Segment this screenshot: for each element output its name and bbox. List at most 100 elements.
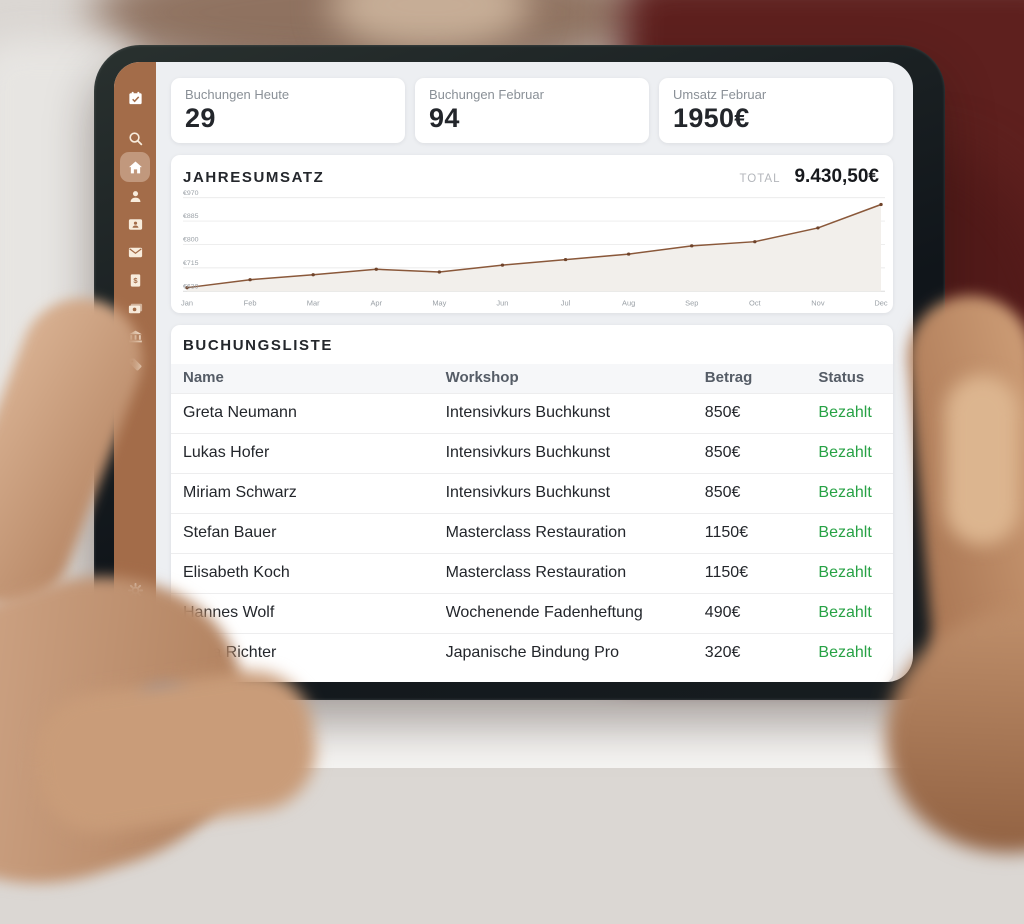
cell-betrag: 490€ [704,593,819,634]
cell-betrag: 850€ [704,433,819,474]
stat-value: 94 [429,103,460,133]
sidebar-item-search[interactable] [120,124,150,152]
table-header-row: Name Workshop Betrag Status [171,364,893,394]
stat-value: 29 [185,103,216,133]
bookings-table: Name Workshop Betrag Status Greta Neuman… [171,364,893,673]
chart-total-value: 9.430,50€ [794,166,879,187]
svg-text:€800: €800 [183,237,199,244]
cell-name: Miriam Schwarz [171,473,446,514]
svg-text:Dec: Dec [874,299,888,308]
cell-workshop: Masterclass Restauration [445,513,705,554]
status-badge: Bezahlt [818,444,872,461]
cell-workshop: Wochenende Fadenheftung [445,593,705,634]
stats-row: Buchungen Heute 29 Buchungen Februar 94 … [171,78,893,143]
svg-text:Jun: Jun [496,299,508,308]
svg-text:Aug: Aug [622,299,635,308]
cell-betrag: 1150€ [704,513,819,554]
cell-status: Bezahlt [818,633,893,673]
invoices-icon: $ [127,272,144,289]
status-badge: Bezahlt [818,564,872,581]
app-screen: $ ? Buchungen Heute 29 Buchungen Februar… [114,62,913,682]
status-badge: Bezahlt [818,484,872,501]
customers-icon [127,188,144,205]
contacts-icon [127,216,144,233]
table-row[interactable]: Miriam Schwarz Intensivkurs Buchkunst 850€… [171,473,893,514]
sidebar-item-payments[interactable] [120,294,150,322]
cell-status: Bezahlt [818,513,893,554]
svg-text:May: May [432,299,446,308]
sidebar-item-mail[interactable] [120,238,150,266]
cell-status: Bezahlt [818,553,893,594]
table-row[interactable]: Lukas Hofer Intensivkurs Buchkunst 850€ Bez… [171,433,893,474]
column-header-status: Status [818,364,893,394]
svg-text:Feb: Feb [244,299,257,308]
sidebar-item-invoices[interactable]: $ [120,266,150,294]
search-icon [127,130,144,147]
cell-workshop: Japanische Bindung Pro [445,633,705,673]
cell-name: Stefan Bauer [171,513,446,554]
stat-card-revenue-february: Umsatz Februar 1950€ [659,78,893,143]
stat-card-bookings-today: Buchungen Heute 29 [171,78,405,143]
status-badge: Bezahlt [818,524,872,541]
cell-betrag: 320€ [704,633,819,673]
cell-name: Greta Neumann [171,393,446,434]
status-badge: Bezahlt [818,644,872,661]
sidebar-item-contacts[interactable] [120,210,150,238]
cell-betrag: 850€ [704,473,819,514]
right-hand-knuckle [945,375,1020,545]
cell-workshop: Intensivkurs Buchkunst [445,393,705,434]
cell-status: Bezahlt [818,473,893,514]
table-row[interactable]: Greta Neumann Intensivkurs Buchkunst 850€ B… [171,393,893,434]
svg-text:Jul: Jul [561,299,571,308]
chart-title: JAHRESUMSATZ [183,169,325,186]
svg-text:Apr: Apr [370,299,382,308]
tablet-frame: $ ? Buchungen Heute 29 Buchungen Februar… [94,45,945,700]
sidebar-item-customers[interactable] [120,182,150,210]
column-header-betrag: Betrag [704,364,819,394]
table-title: BUCHUNGSLISTE [183,337,333,354]
table-row[interactable]: Hannes Wolf Wochenende Fadenheftung 490€ Be… [171,593,893,634]
column-header-name: Name [171,364,446,394]
stat-label: Umsatz Februar [673,87,767,102]
cell-status: Bezahlt [818,393,893,434]
table-row[interactable]: Stefan Bauer Masterclass Restauration 1150… [171,513,893,554]
svg-text:€885: €885 [183,213,199,220]
table-row[interactable]: Elisabeth Koch Masterclass Restauration 11… [171,553,893,594]
cell-status: Bezahlt [818,593,893,634]
stat-value: 1950€ [673,103,750,133]
stat-label: Buchungen Februar [429,87,544,102]
home-icon [127,159,144,176]
mail-icon [127,244,144,261]
cell-workshop: Intensivkurs Buchkunst [445,433,705,474]
chart-total-label: TOTAL [739,173,781,185]
payments-icon [127,300,144,317]
cell-betrag: 850€ [704,393,819,434]
svg-text:Oct: Oct [749,299,761,308]
annual-revenue-panel: JAHRESUMSATZ TOTAL 9.430,50€ €630 €715 €80… [171,155,893,313]
cell-name: Elisabeth Koch [171,553,446,594]
cell-name: Lukas Hofer [171,433,446,474]
cell-workshop: Intensivkurs Buchkunst [445,473,705,514]
revenue-line-chart: €630 €715 €800 €885 €970 Jan Feb Mar Apr May Jun Ju… [181,190,888,308]
bookings-panel: BUCHUNGSLISTE Name Workshop Betrag Statu… [171,325,893,682]
svg-text:Mar: Mar [307,299,320,308]
stat-card-bookings-february: Buchungen Februar 94 [415,78,649,143]
cell-workshop: Masterclass Restauration [445,553,705,594]
sidebar-item-home[interactable] [120,152,150,182]
svg-text:€970: €970 [183,190,199,197]
stat-label: Buchungen Heute [185,87,290,102]
dashboard-content: Buchungen Heute 29 Buchungen Februar 94 … [156,62,913,682]
cell-betrag: 1150€ [704,553,819,594]
svg-text:€715: €715 [183,260,199,267]
svg-text:Jan: Jan [181,299,193,308]
table-row[interactable]: Carla RichterJapanische Bindung Pro320€B… [171,633,893,673]
status-badge: Bezahlt [818,404,872,421]
bookings-icon [127,90,144,107]
column-header-workshop: Workshop [445,364,705,394]
sidebar-item-bookings[interactable] [120,84,150,112]
svg-text:Sep: Sep [685,299,698,308]
svg-text:$: $ [133,275,138,284]
svg-text:Nov: Nov [811,299,825,308]
svg-text:€630: €630 [183,284,199,291]
cell-status: Bezahlt [818,433,893,474]
